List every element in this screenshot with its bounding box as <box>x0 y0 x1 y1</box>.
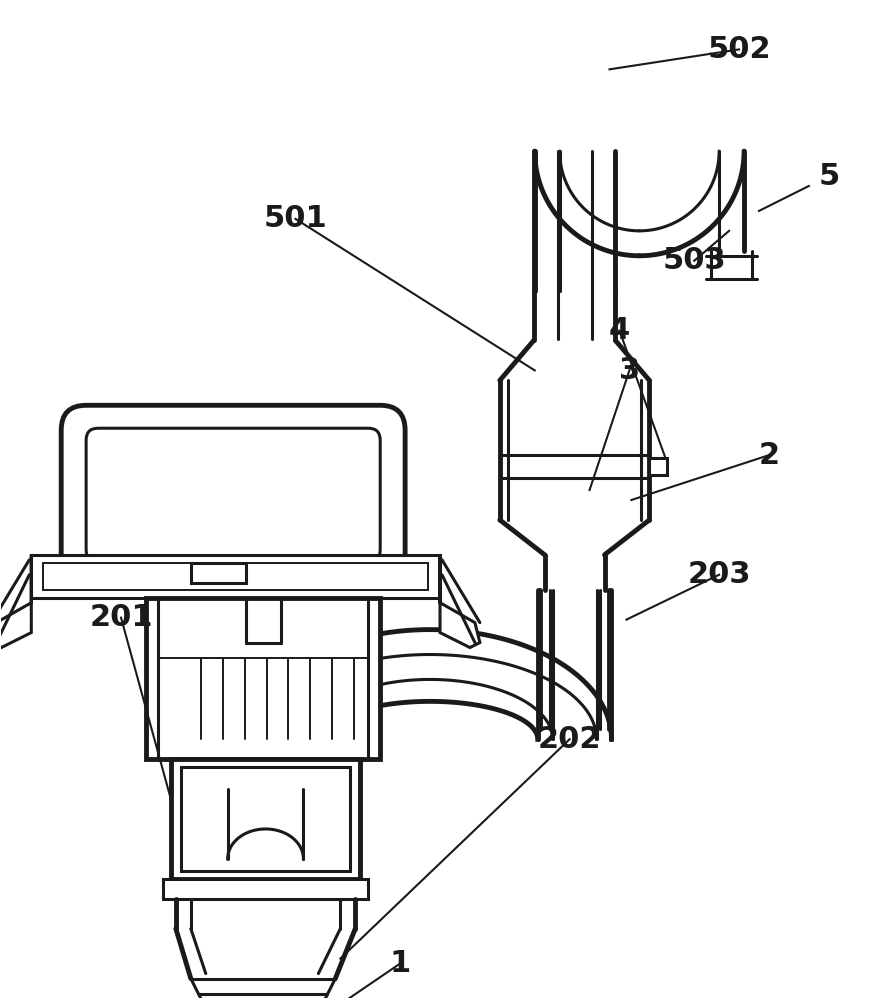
FancyBboxPatch shape <box>86 428 380 562</box>
Bar <box>163 879 368 899</box>
Polygon shape <box>440 555 480 648</box>
Text: 502: 502 <box>707 35 771 64</box>
Bar <box>650 458 667 475</box>
Bar <box>171 759 360 879</box>
Text: 503: 503 <box>662 246 726 275</box>
Text: 501: 501 <box>264 204 327 233</box>
Text: 1: 1 <box>389 949 411 978</box>
Text: 5: 5 <box>818 162 839 191</box>
Bar <box>146 598 380 759</box>
Text: 4: 4 <box>609 316 630 345</box>
Bar <box>31 555 440 598</box>
Text: 203: 203 <box>687 560 751 589</box>
Text: 3: 3 <box>619 356 640 385</box>
Bar <box>191 563 246 583</box>
Text: 201: 201 <box>89 603 153 632</box>
Text: 202: 202 <box>538 725 601 754</box>
Bar <box>181 767 350 871</box>
FancyBboxPatch shape <box>61 405 405 585</box>
Polygon shape <box>0 555 31 648</box>
Bar <box>44 563 428 590</box>
Text: 2: 2 <box>758 441 780 470</box>
